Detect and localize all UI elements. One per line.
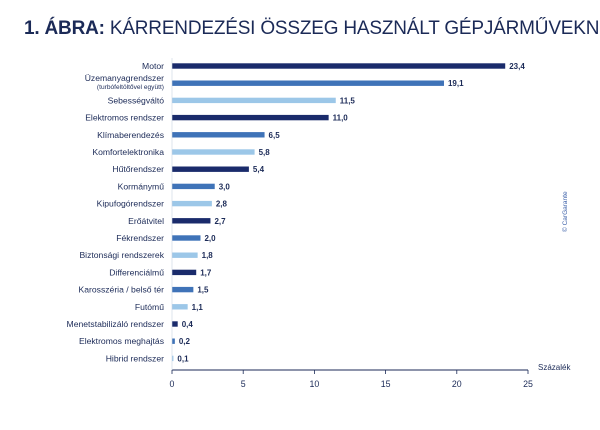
bar-value-label: 0,4 — [182, 320, 194, 329]
bar-value-label: 1,1 — [192, 303, 204, 312]
x-tick-label: 15 — [381, 379, 391, 389]
category-label: Elektromos rendszer — [85, 113, 164, 123]
bar — [172, 63, 506, 69]
bar-value-label: 2,0 — [204, 234, 216, 243]
category-label: Fékrendszer — [116, 233, 164, 243]
bar-value-label: 2,8 — [216, 200, 228, 209]
bar — [172, 355, 174, 362]
category-label: Biztonsági rendszerek — [79, 250, 164, 260]
x-axis: 0 5 10 15 20 25 — [170, 58, 533, 389]
x-tick-label: 25 — [523, 379, 533, 389]
x-tick-label: 20 — [452, 379, 462, 389]
bar — [172, 149, 255, 155]
bar-value-label: 1,5 — [197, 286, 209, 295]
bar-value-label: 23,4 — [509, 62, 525, 71]
bar — [172, 200, 212, 207]
bar — [172, 183, 215, 190]
category-label: Sebességváltó — [108, 95, 165, 105]
category-label: Menetstabilizáló rendszer — [67, 319, 165, 329]
bar-value-label: 6,5 — [269, 131, 281, 140]
bar-value-label: 1,7 — [200, 268, 212, 277]
bar — [172, 286, 194, 293]
bar — [172, 132, 265, 138]
bar-value-label: 2,7 — [214, 217, 226, 226]
bar — [172, 218, 211, 224]
bar — [172, 252, 198, 258]
bar — [172, 114, 329, 121]
bar — [172, 235, 201, 241]
bar-value-label: 5,8 — [259, 148, 271, 157]
x-axis-unit-label: Százalék — [538, 363, 571, 372]
category-label: Kormánymű — [118, 181, 165, 191]
chart-title: 1. ÁBRA: KÁRRENDEZÉSI ÖSSZEG HASZNÁLT GÉ… — [24, 18, 600, 40]
category-label: Motor — [142, 61, 164, 71]
category-label: Üzemanyagrendszer — [85, 73, 164, 83]
bar-value-label: 0,1 — [177, 354, 189, 363]
x-tick-label: 10 — [310, 379, 320, 389]
category-label: Differenciálmű — [109, 267, 164, 277]
bar — [172, 166, 249, 172]
bar — [172, 269, 197, 276]
category-label: Hibrid rendszer — [106, 353, 164, 363]
bar-value-label: 11,0 — [333, 114, 349, 123]
category-labels: 23,4 Motor 19,1 Üzemanyagrendszer(turbófelt… — [67, 61, 526, 363]
bar — [172, 338, 175, 344]
bar-value-label: 0,2 — [179, 337, 191, 346]
category-label: Erőátvitel — [128, 216, 164, 226]
chart-title-prefix: 1. ÁBRA: — [24, 18, 105, 39]
category-sublabel: (turbófeltöltővel együtt) — [97, 84, 164, 91]
category-label: Kipufogórendszer — [97, 199, 164, 209]
bar-value-label: 5,4 — [253, 165, 265, 174]
bar-value-label: 3,0 — [219, 182, 231, 191]
bar-value-label: 1,8 — [202, 251, 214, 260]
category-label: Klímaberendezés — [97, 130, 164, 140]
category-label: Futómű — [135, 302, 164, 312]
chart-title-text: KÁRRENDEZÉSI ÖSSZEG HASZNÁLT GÉPJÁRMŰVEK… — [109, 18, 600, 39]
bar — [172, 97, 336, 104]
category-label: Karosszéria / belső tér — [79, 285, 165, 295]
bars-layer — [172, 63, 506, 362]
category-label: Komfortelektronika — [92, 147, 164, 157]
category-label: Hűtőrendszer — [112, 164, 164, 174]
bar — [172, 321, 178, 327]
x-tick-label: 0 — [170, 379, 175, 389]
bar-value-label: 19,1 — [448, 79, 464, 88]
bar — [172, 80, 444, 86]
bar — [172, 304, 188, 310]
credit-text: © CarGarante — [561, 191, 569, 232]
bar-value-label: 11,5 — [340, 96, 356, 105]
category-label: Elektromos meghajtás — [79, 336, 164, 346]
x-tick-label: 5 — [241, 379, 246, 389]
